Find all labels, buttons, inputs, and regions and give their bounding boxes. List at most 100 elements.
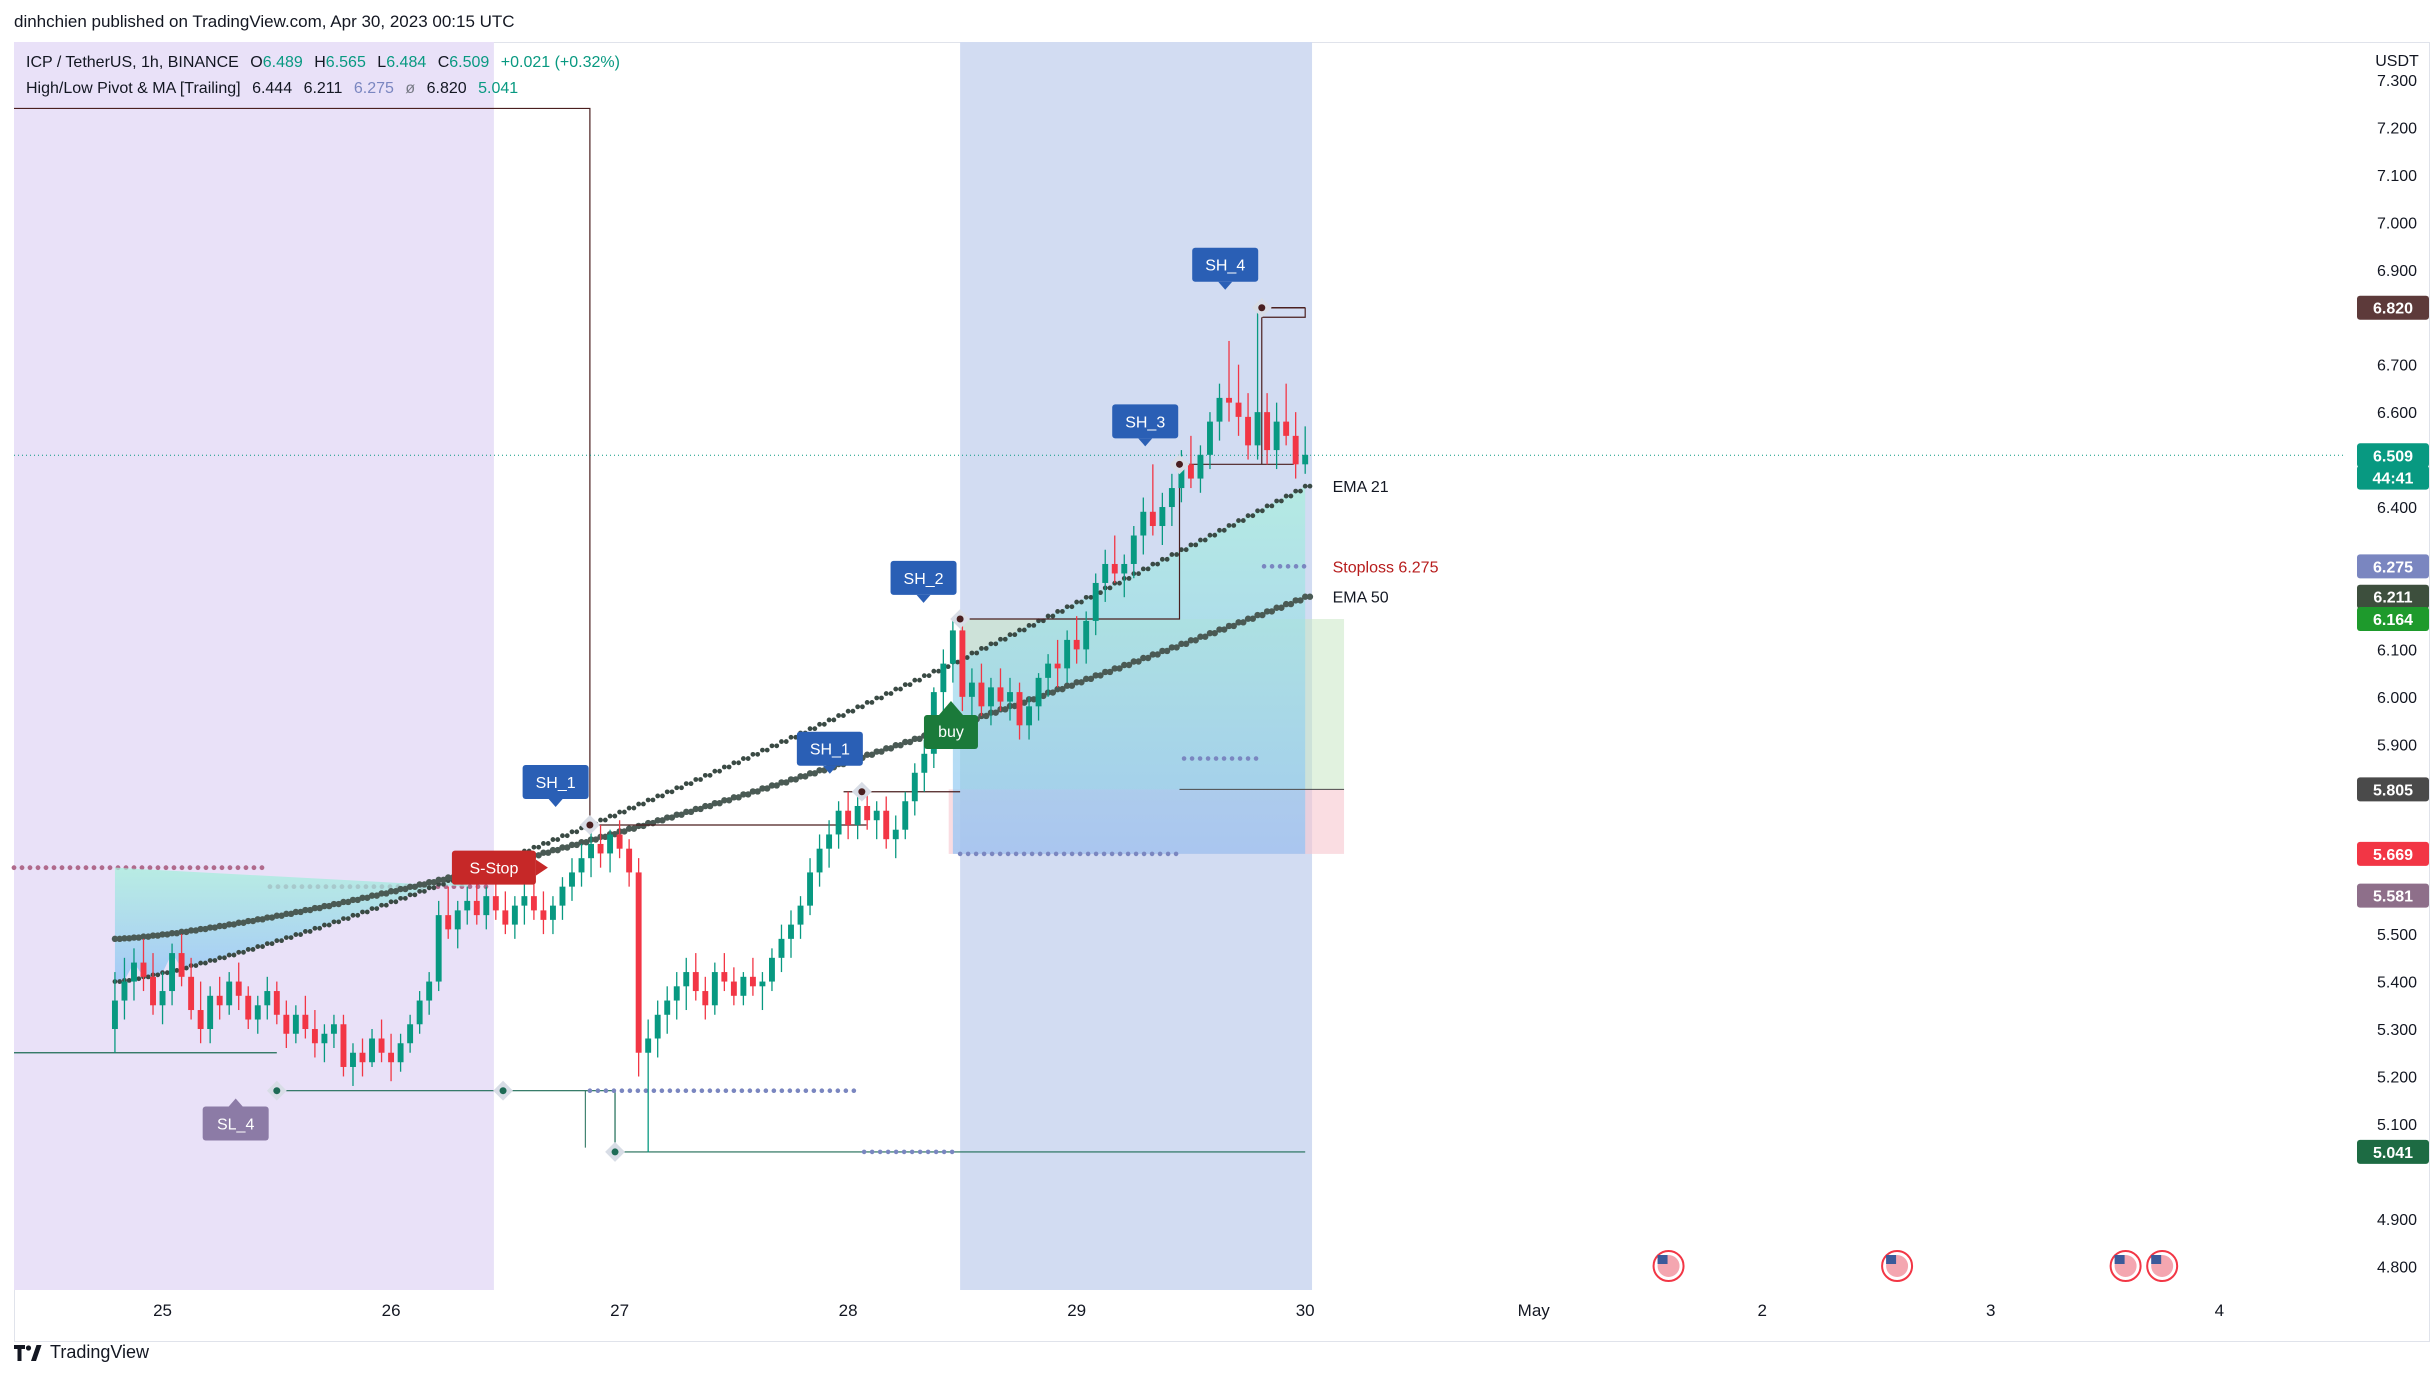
support-dot (667, 1088, 673, 1093)
stop-dot (1005, 851, 1011, 857)
stop-dot (1061, 851, 1067, 857)
stop-dot (1069, 851, 1075, 857)
ema21-dot (1079, 599, 1084, 605)
ema50-dot (440, 876, 447, 884)
ema50-dot (178, 928, 185, 936)
ema50-dot (264, 914, 271, 921)
candle (521, 896, 528, 906)
ema50-dot (721, 797, 728, 804)
ema21-dot (1307, 483, 1313, 489)
pivot-high-label-arrow (822, 765, 837, 774)
stop-dot (1053, 851, 1059, 857)
footer-brand[interactable]: TradingView (14, 1342, 149, 1363)
pivot-high-label: SH_3 (1125, 414, 1165, 431)
ema21-dot (1164, 556, 1170, 562)
trail-dot (155, 865, 161, 871)
indicator-name[interactable]: High/Low Pivot & MA [Trailing] (26, 80, 241, 97)
ema50-dot (1106, 668, 1114, 676)
support-dot (771, 1088, 777, 1093)
ema50-dot (187, 927, 195, 934)
candle (397, 1043, 404, 1063)
support-dot (811, 1088, 817, 1093)
ema21-dot (560, 833, 565, 839)
trail-dot (107, 865, 113, 871)
support-dot (731, 1088, 737, 1093)
x-tick-label: 27 (610, 1301, 629, 1320)
ema21-dot (217, 955, 223, 961)
indicator-value: ø (405, 80, 416, 97)
ema21-dot (645, 797, 651, 803)
ema50-dot (273, 912, 281, 919)
ema21-dot (1107, 585, 1113, 591)
ema21-dot (707, 772, 713, 778)
ema50-dot (744, 791, 752, 798)
ema50-dot (1116, 665, 1123, 672)
ema50-dot (654, 817, 661, 824)
ema50-dot (130, 934, 138, 941)
ema50-dot (778, 779, 785, 786)
candle (664, 1000, 671, 1015)
ema50-dot (816, 767, 823, 774)
ema21-dot (331, 919, 337, 925)
candle (464, 900, 471, 911)
support-dot (803, 1088, 809, 1093)
ema21-dot (698, 777, 703, 782)
candle (988, 687, 994, 707)
candle (1064, 639, 1071, 669)
ema21-dot (402, 895, 408, 901)
ema21-dot (1055, 609, 1061, 614)
stop-dot (1085, 851, 1091, 857)
support-dot (851, 1088, 857, 1093)
stop-dot (1021, 851, 1027, 857)
ema50-dot (887, 745, 895, 752)
ema50-dot (602, 833, 609, 841)
candle (426, 981, 433, 1001)
ema21-dot (1050, 613, 1056, 619)
ema21-dot (983, 646, 989, 651)
ema21-dot (598, 817, 603, 823)
ema21-dot (1207, 532, 1213, 538)
candle (340, 1024, 347, 1067)
ema21-dot (345, 916, 351, 921)
ema50-dot (359, 894, 366, 901)
ema21-dot (260, 944, 265, 949)
high-value: 6.565 (325, 54, 366, 71)
candle (740, 976, 747, 996)
ema21-dot (779, 739, 784, 744)
stop-dot (1197, 756, 1203, 761)
candle (654, 1014, 661, 1039)
ema50-dot (1011, 702, 1018, 710)
ema50-dot (554, 846, 561, 854)
candle (150, 976, 156, 1006)
ema50-dot (535, 852, 542, 859)
stop-signal-label: S-Stop (469, 861, 518, 878)
stop-dot (957, 851, 963, 857)
ema21-dot (1193, 542, 1199, 548)
ema21-dot (264, 941, 270, 947)
ema50-dot (564, 844, 571, 851)
ema50-dot (145, 933, 152, 940)
candle (245, 995, 252, 1020)
ema21-dot (1145, 566, 1151, 572)
ema50-dot (625, 825, 633, 832)
ema21-dot (764, 747, 770, 753)
support-dot (893, 1149, 899, 1155)
close-label: C (437, 54, 450, 71)
ema50-dot (678, 811, 685, 818)
ema21-dot (212, 958, 218, 963)
ema21-dot (1169, 552, 1175, 557)
ohlc-close: C6.509 (438, 54, 490, 71)
ema50-dot (683, 808, 690, 816)
support-dot (683, 1088, 689, 1093)
candle (826, 834, 833, 849)
ema50-dot (706, 802, 714, 810)
ema21-dot (126, 977, 132, 983)
ema50-dot (1259, 611, 1266, 619)
ema21-dot (855, 704, 861, 710)
ema21-dot (531, 844, 537, 850)
ema50-dot (687, 808, 695, 816)
ema50-dot (873, 748, 880, 755)
candle (873, 810, 880, 821)
candle (435, 915, 442, 982)
